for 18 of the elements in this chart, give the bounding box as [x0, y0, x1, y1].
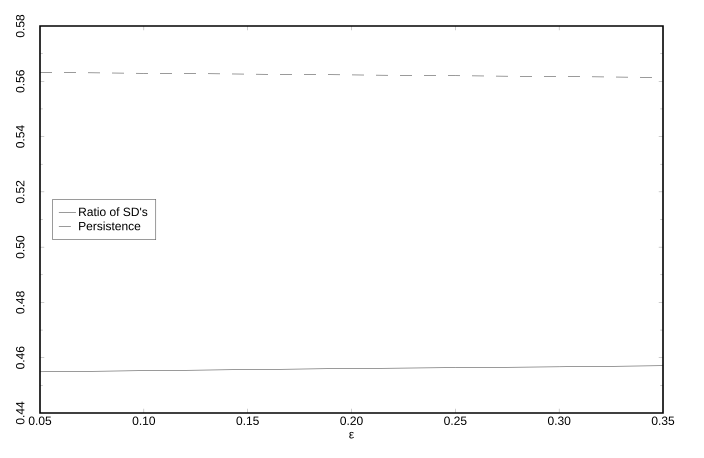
x-axis-title: ε — [349, 432, 354, 438]
x-tick-label: 0.15 — [236, 416, 259, 426]
x-tick-label: 0.10 — [132, 416, 156, 426]
legend-label: Persistence — [79, 222, 140, 230]
x-tick-label: 0.20 — [340, 416, 363, 426]
y-tick-label: 0.52 — [16, 180, 24, 204]
x-tick-label: 0.05 — [28, 416, 52, 426]
y-tick-label: 0.56 — [16, 70, 24, 92]
legend-label: Ratio of SD's — [79, 207, 148, 216]
y-tick-label: 0.54 — [16, 125, 24, 148]
x-tick-label: 0.35 — [652, 416, 674, 426]
x-tick-label: 0.25 — [444, 416, 466, 426]
y-tick-label: 0.48 — [16, 291, 24, 314]
y-tick-label: 0.50 — [16, 236, 24, 258]
y-tick-label: 0.58 — [16, 14, 24, 38]
y-tick-label: 0.46 — [16, 346, 24, 369]
y-tick-label: 0.44 — [16, 402, 24, 424]
x-tick-label: 0.30 — [548, 416, 570, 426]
